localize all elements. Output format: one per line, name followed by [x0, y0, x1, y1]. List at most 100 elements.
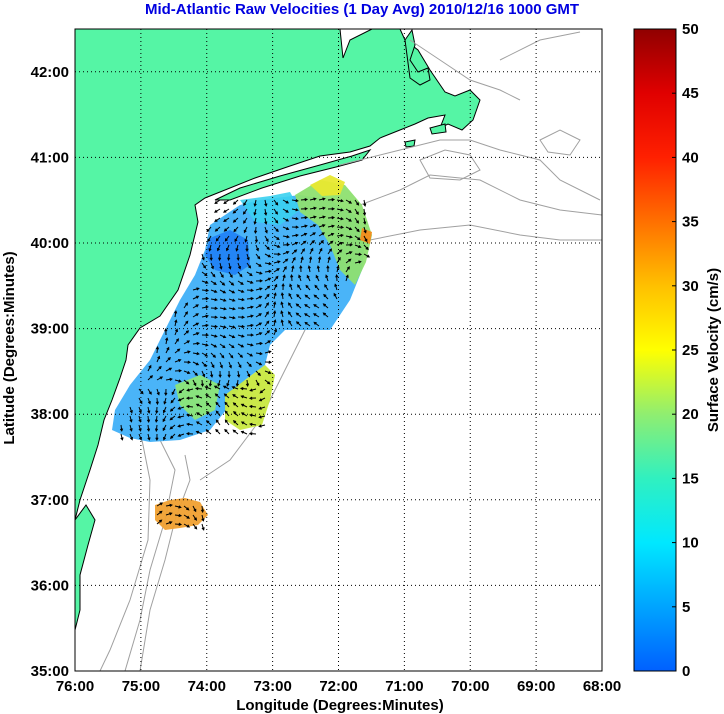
velocity-arrow: [327, 224, 335, 228]
velocity-arrow: [244, 235, 248, 243]
velocity-arrow: [264, 320, 270, 327]
velocity-arrow: [219, 352, 225, 359]
velocity-arrow: [336, 225, 345, 229]
velocity-arrow: [235, 379, 239, 387]
velocity-arrow: [120, 433, 124, 441]
velocity-arrow: [295, 321, 302, 327]
velocity-arrow: [214, 217, 221, 223]
velocity-arrow: [183, 311, 189, 318]
velocity-arrow: [219, 271, 224, 278]
velocity-arrow: [273, 217, 279, 224]
velocity-arrow: [228, 325, 236, 329]
velocity-arrow: [264, 379, 271, 385]
velocity-arrow: [162, 424, 167, 432]
velocity-arrow: [174, 513, 183, 518]
x-tick-label: 68:00: [583, 678, 621, 695]
velocity-arrow: [195, 403, 203, 408]
velocity-arrow: [313, 321, 320, 327]
velocity-arrow: [165, 356, 171, 363]
velocity-arrows: [119, 197, 371, 531]
velocity-arrow: [336, 249, 343, 255]
map-title: Mid-Atlantic Raw Velocities (1 Day Avg) …: [144, 1, 580, 18]
velocity-arrow: [174, 359, 182, 363]
velocity-arrow: [300, 224, 308, 228]
velocity-arrow: [282, 243, 291, 247]
velocity-arrow: [169, 406, 176, 412]
velocity-arrow: [210, 352, 217, 358]
velocity-arrow: [327, 216, 336, 220]
velocity-arrow: [129, 415, 133, 423]
velocity-arrow: [165, 503, 173, 507]
velocity-arrow: [255, 279, 264, 283]
velocity-arrow: [254, 235, 259, 244]
velocity-arrow: [273, 244, 281, 248]
velocity-arrow: [327, 232, 335, 237]
velocity-arrow: [223, 217, 230, 223]
velocity-arrow: [264, 269, 272, 273]
velocity-arrow: [273, 252, 282, 256]
velocity-arrow: [147, 433, 151, 441]
velocity-arrow: [219, 316, 227, 320]
velocity-arrow: [183, 514, 190, 519]
velocity-arrow: [334, 283, 338, 291]
velocity-arrow: [147, 406, 151, 414]
velocity-arrow: [300, 232, 308, 237]
velocity-arrow: [215, 401, 221, 408]
velocity-arrow: [240, 412, 248, 417]
velocity-arrow: [246, 352, 254, 357]
velocity-arrow: [210, 306, 219, 310]
velocity-arrow: [255, 322, 263, 327]
velocity-arrow: [280, 301, 284, 309]
colorbar-tick-label: 35: [682, 214, 699, 231]
land-cape-cod: [404, 29, 431, 86]
velocity-arrow: [219, 289, 227, 294]
velocity-arrow: [327, 248, 332, 255]
x-axis-label: Longitude (Degrees:Minutes): [236, 697, 444, 714]
velocity-arrow: [200, 505, 205, 514]
velocity-arrow: [147, 388, 152, 395]
velocity-arrow: [174, 310, 178, 318]
velocity-arrow: [155, 433, 159, 442]
velocity-field: [112, 175, 372, 531]
velocity-arrow: [226, 379, 230, 387]
velocity-arrow: [255, 253, 261, 260]
velocity-arrow: [323, 293, 329, 300]
velocity-arrow: [228, 289, 236, 294]
velocity-arrow: [296, 293, 302, 300]
velocity-arrow: [363, 253, 371, 258]
velocity-arrow: [164, 388, 168, 397]
velocity-region-orange-small: [360, 228, 372, 244]
velocity-arrow: [186, 388, 194, 392]
velocity-arrow: [237, 262, 241, 270]
velocity-arrow: [300, 216, 309, 220]
velocity-arrow: [222, 385, 230, 390]
velocity-arrow: [246, 262, 252, 269]
velocity-arrow: [219, 325, 227, 329]
velocity-arrow: [304, 321, 311, 327]
velocity-arrow: [164, 327, 168, 336]
velocity-arrow: [201, 271, 208, 277]
velocity-arrow: [255, 271, 263, 275]
velocity-arrow: [273, 292, 277, 300]
velocity-arrow: [185, 396, 194, 400]
velocity-arrow: [156, 519, 163, 525]
velocity-arrow: [237, 343, 245, 348]
velocity-arrow: [195, 395, 203, 399]
velocity-arrow: [264, 217, 268, 225]
velocity-arrow: [154, 415, 159, 423]
velocity-arrow: [336, 217, 344, 221]
velocity-arrow: [264, 302, 270, 309]
velocity-arrow: [227, 370, 231, 379]
velocity-arrow: [129, 433, 133, 441]
velocity-arrow: [255, 332, 263, 336]
velocity-arrow: [255, 379, 260, 387]
velocity-arrow: [201, 514, 205, 522]
velocity-arrow: [214, 393, 221, 399]
velocity-arrow: [300, 197, 309, 202]
velocity-arrow: [165, 377, 173, 381]
x-tick-label: 74:00: [188, 678, 226, 695]
velocity-arrow: [165, 367, 173, 372]
velocity-arrow: [183, 370, 191, 374]
velocity-arrow: [192, 322, 200, 327]
velocity-arrow: [237, 306, 246, 310]
